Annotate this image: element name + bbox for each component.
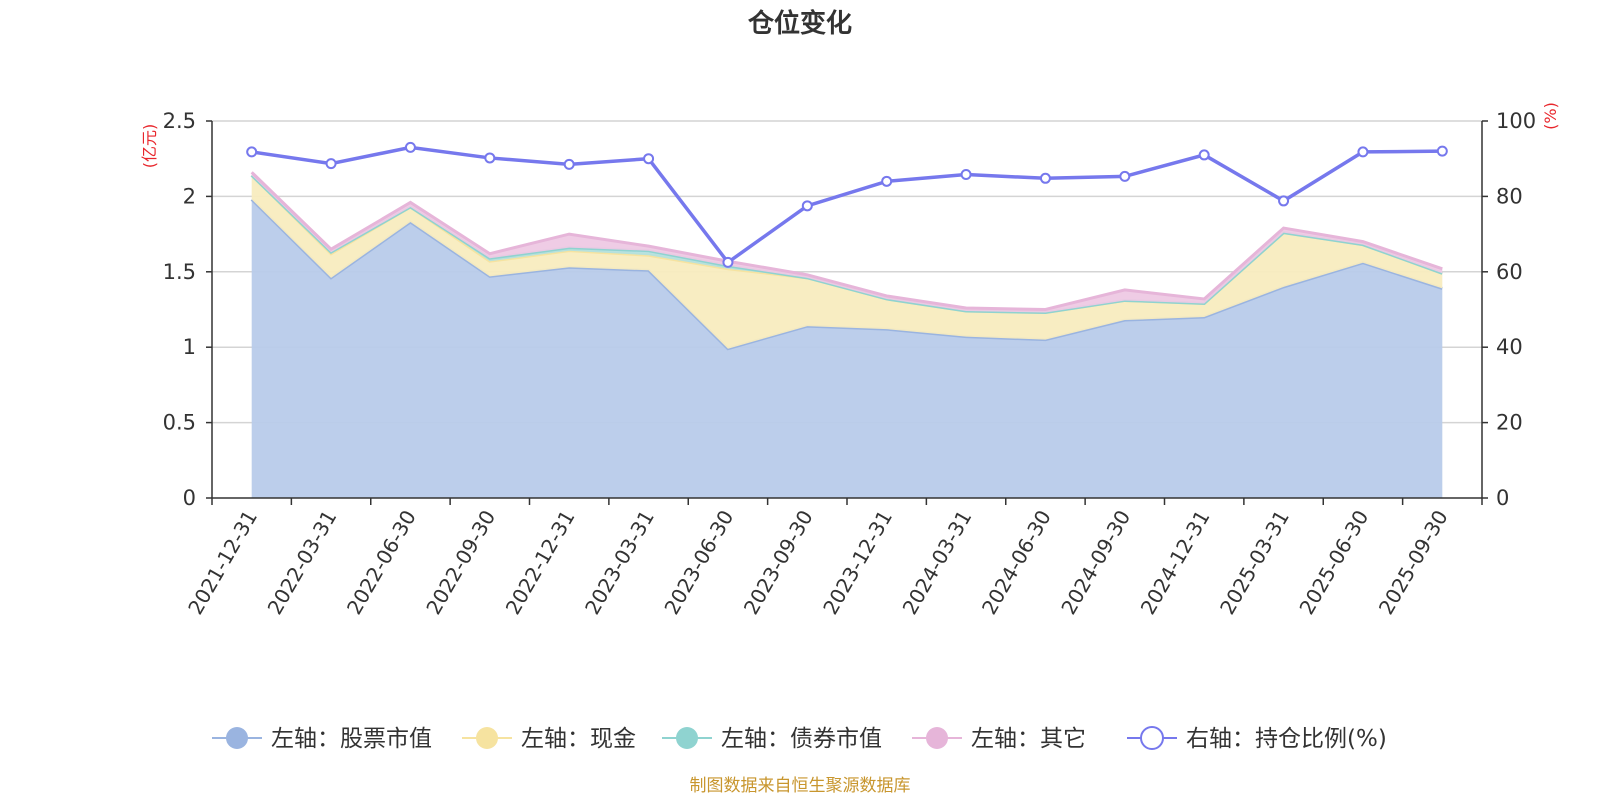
x-tick-label: 2023-06-30 [659, 506, 738, 619]
right-tick-label: 100 [1496, 109, 1536, 133]
ratio-point [801, 200, 813, 212]
x-tick-label: 2023-12-31 [818, 506, 897, 619]
right-tick-label: 20 [1496, 411, 1523, 435]
x-tick-label: 2023-03-31 [580, 506, 659, 619]
legend: 左轴：股票市值 左轴：现金 左轴：债券市值 左轴：其它 右轴：持仓比例(%) [212, 726, 1387, 752]
right-tick-label: 60 [1496, 260, 1523, 284]
legend-item[interactable]: 右轴：持仓比例(%) [1127, 726, 1387, 752]
ratio-point [246, 146, 258, 158]
legend-marker [226, 727, 248, 749]
left-tick-label: 2 [183, 184, 196, 208]
x-tick-label: 2024-03-31 [898, 506, 977, 619]
legend-marker [1140, 726, 1164, 750]
legend-label: 左轴：其它 [971, 726, 1086, 752]
left-tick-label: 1.5 [163, 260, 196, 284]
area-左轴：现金 [251, 175, 1443, 349]
stacked-areas [250, 171, 1443, 498]
ratio-line-series [246, 141, 1448, 268]
source-note: 制图数据来自恒生聚源数据库 [690, 776, 911, 796]
ratio-point [643, 153, 655, 165]
right-tick-label: 40 [1496, 335, 1523, 359]
x-tick-label: 2024-09-30 [1056, 506, 1135, 619]
ratio-point [1357, 146, 1369, 158]
legend-label: 左轴：现金 [521, 726, 636, 752]
x-tick-label: 2024-06-30 [977, 506, 1056, 619]
ratio-point [404, 141, 416, 153]
left-tick-label: 0 [183, 486, 196, 510]
legend-label: 左轴：股票市值 [271, 726, 432, 752]
legend-item[interactable]: 左轴：债券市值 [662, 726, 882, 752]
x-tick-label: 2021-12-31 [183, 506, 262, 619]
left-tick-label: 0.5 [163, 411, 196, 435]
ratio-point [960, 169, 972, 181]
legend-marker [476, 727, 498, 749]
chart-title: 仓位变化 [747, 8, 852, 39]
ratio-point [563, 158, 575, 170]
legend-label: 右轴：持仓比例(%) [1186, 726, 1387, 752]
ratio-point [1198, 149, 1210, 161]
ratio-point [1278, 195, 1290, 207]
x-tick-label: 2025-06-30 [1294, 506, 1373, 619]
x-tick-label: 2022-12-31 [501, 506, 580, 619]
x-tick-label: 2025-09-30 [1374, 506, 1453, 619]
x-tick-label: 2022-03-31 [263, 506, 342, 619]
ratio-line [251, 145, 1443, 265]
left-tick-label: 2.5 [163, 109, 196, 133]
x-tick-label: 2022-06-30 [342, 506, 421, 619]
left-axis-label: (亿元) [140, 124, 159, 169]
legend-label: 左轴：债券市值 [721, 726, 882, 752]
legend-item[interactable]: 左轴：其它 [912, 726, 1086, 752]
legend-marker [676, 727, 698, 749]
ratio-point [881, 175, 893, 187]
ratio-point [1119, 170, 1131, 182]
x-tick-label: 2022-09-30 [421, 506, 500, 619]
x-tick-label: 2025-03-31 [1215, 506, 1294, 619]
legend-item[interactable]: 左轴：现金 [462, 726, 636, 752]
right-axis-label: (%) [1541, 102, 1560, 130]
area-line-左轴：其它 [250, 171, 1443, 312]
right-tick-label: 80 [1496, 184, 1523, 208]
ratio-point [1436, 145, 1448, 157]
x-tick-label: 2024-12-31 [1136, 506, 1215, 619]
area-左轴：股票市值 [251, 199, 1443, 498]
ratio-point [325, 158, 337, 170]
legend-item[interactable]: 左轴：股票市值 [212, 726, 432, 752]
right-tick-label: 0 [1496, 486, 1509, 510]
ratio-point [722, 256, 734, 268]
ratio-point [484, 152, 496, 164]
legend-marker [926, 727, 948, 749]
x-tick-label: 2023-09-30 [739, 506, 818, 619]
ratio-point [1039, 172, 1051, 184]
left-tick-label: 1 [183, 335, 196, 359]
